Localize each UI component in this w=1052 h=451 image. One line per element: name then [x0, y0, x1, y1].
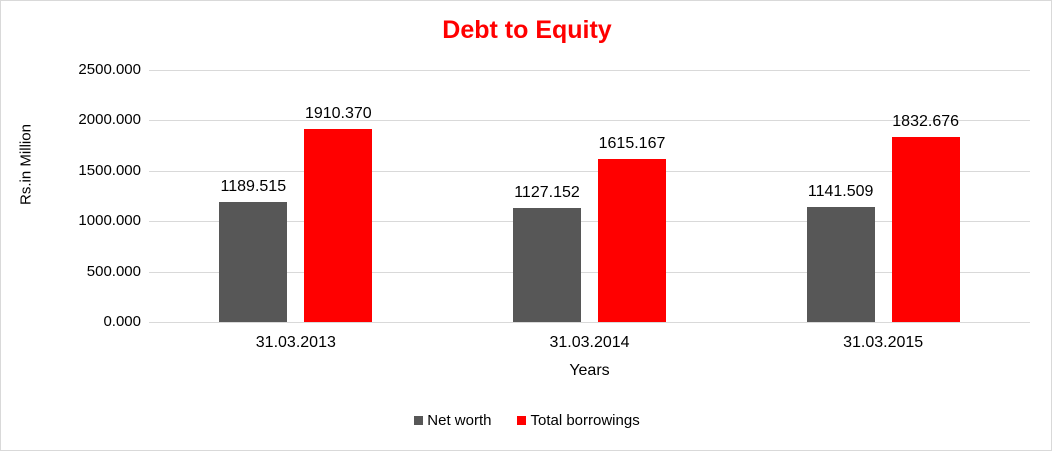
x-axis-line — [149, 322, 1030, 323]
y-axis-tick-label: 1000.000 — [78, 212, 141, 230]
bar-value-label: 1141.509 — [807, 182, 874, 200]
gridline — [149, 221, 1030, 223]
x-axis-tick-label: 31.03.2015 — [843, 334, 924, 351]
bar-net-worth-31.03.2014[interactable] — [513, 208, 581, 322]
bar-total-borrowings-31.03.2014[interactable] — [598, 159, 666, 322]
legend-label: Total borrowings — [530, 412, 640, 429]
gridline — [149, 271, 1030, 273]
chart-legend: Net worth Total borrowings — [1, 412, 1051, 429]
gridline — [149, 70, 1030, 71]
bar-value-label: 1832.676 — [892, 113, 960, 131]
bar-value-label: 1910.370 — [304, 105, 372, 123]
x-axis-tick-label: 31.03.2014 — [549, 334, 630, 351]
legend-label: Net worth — [427, 412, 492, 429]
bar-value-label: 1189.515 — [220, 178, 287, 196]
bar-total-borrowings-31.03.2015[interactable] — [891, 137, 960, 322]
gridline — [149, 170, 1030, 172]
bar-value-label: 1127.152 — [514, 184, 580, 202]
bar-value-label: 1615.167 — [598, 135, 666, 153]
gridline — [149, 120, 1030, 122]
bar-net-worth-31.03.2013[interactable] — [219, 202, 288, 322]
y-axis-tick-label: 0.000 — [103, 313, 141, 330]
bar-net-worth-31.03.2015[interactable] — [806, 206, 875, 322]
y-axis-tick-label: 1500.000 — [78, 161, 141, 179]
bar-total-borrowings-31.03.2013[interactable] — [304, 129, 373, 322]
x-axis-tick-label: 31.03.2013 — [255, 334, 336, 351]
legend-swatch-icon — [517, 416, 527, 425]
chart-title: Debt to Equity — [442, 16, 612, 44]
legend-swatch-icon — [414, 416, 424, 425]
y-axis-tick-labels: 2500.000 2000.000 1500.000 1000.000 500.000 0… — [29, 1, 141, 450]
legend-item-net-worth[interactable]: Net worth — [414, 412, 491, 429]
legend-item-total-borrowings[interactable]: Total borrowings — [517, 412, 640, 429]
y-axis-tick-label: 2500.000 — [78, 61, 141, 78]
y-axis-tick-label: 500.000 — [86, 262, 141, 280]
x-axis-title: Years — [569, 362, 610, 379]
y-axis-tick-label: 2000.000 — [78, 111, 141, 129]
plot-area — [149, 70, 1030, 323]
